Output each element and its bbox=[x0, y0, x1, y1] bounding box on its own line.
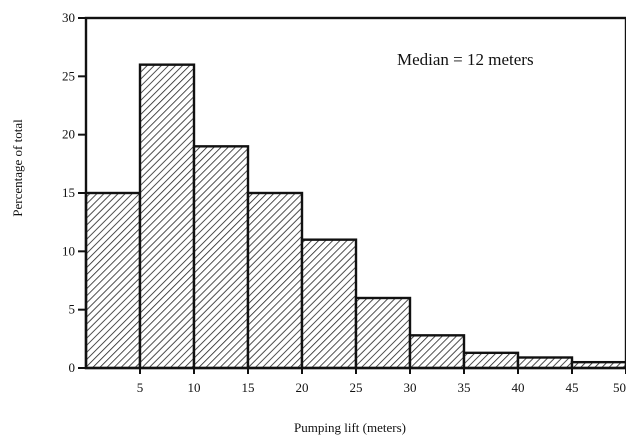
bars-layer bbox=[84, 63, 626, 370]
histogram-bar bbox=[462, 351, 520, 370]
x-tick-label: 10 bbox=[188, 380, 201, 395]
median-annotation: Median = 12 meters bbox=[397, 50, 534, 69]
histogram-bar bbox=[84, 191, 142, 370]
histogram-bar bbox=[408, 334, 466, 370]
y-tick-label: 30 bbox=[62, 10, 75, 25]
x-tick-label: 25 bbox=[350, 380, 363, 395]
x-tick-label: 30 bbox=[404, 380, 417, 395]
y-axis: 0 5 10 15 20 25 30 bbox=[62, 10, 86, 375]
histogram-bar bbox=[138, 63, 196, 370]
y-tick-label: 15 bbox=[62, 185, 75, 200]
y-tick-label: 10 bbox=[62, 243, 75, 258]
x-tick-label: 50 bbox=[613, 380, 626, 395]
x-tick-label: 5 bbox=[137, 380, 144, 395]
x-tick-label: 15 bbox=[242, 380, 255, 395]
x-axis-title: Pumping lift (meters) bbox=[294, 420, 406, 435]
x-axis: 5 10 15 20 25 30 35 40 45 50 bbox=[137, 368, 626, 395]
y-axis-title: Percentage of total bbox=[10, 119, 25, 217]
y-tick-label: 5 bbox=[69, 302, 76, 317]
histogram-bar bbox=[354, 296, 412, 370]
histogram-bar bbox=[300, 238, 358, 370]
histogram-bar bbox=[246, 191, 304, 370]
histogram-bar bbox=[192, 145, 250, 370]
x-tick-label: 45 bbox=[566, 380, 579, 395]
histogram-bar bbox=[516, 356, 574, 370]
x-tick-label: 20 bbox=[296, 380, 309, 395]
y-tick-label: 20 bbox=[62, 127, 75, 142]
y-tick-label: 0 bbox=[69, 360, 76, 375]
x-tick-label: 35 bbox=[458, 380, 471, 395]
x-tick-label: 40 bbox=[512, 380, 525, 395]
y-tick-label: 25 bbox=[62, 68, 75, 83]
